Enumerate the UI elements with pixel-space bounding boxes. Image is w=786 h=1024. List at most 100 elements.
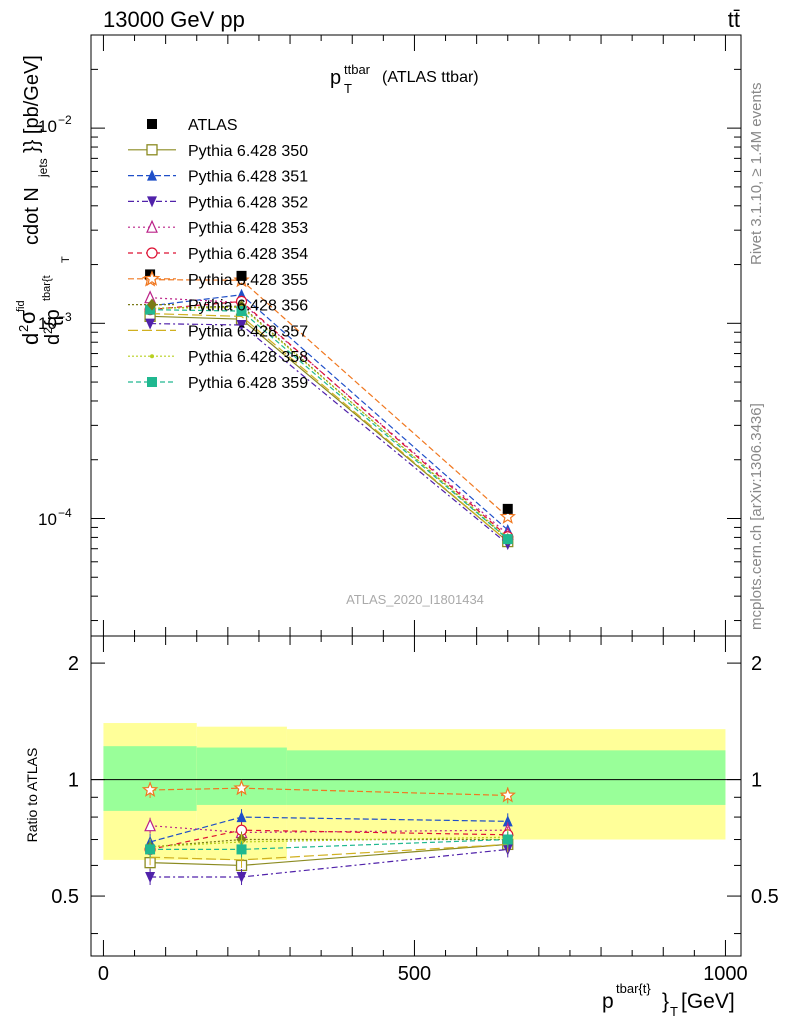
- marker-shape: [147, 377, 157, 387]
- ratio-ylabel: Ratio to ATLAS: [24, 748, 40, 843]
- marker-shape: [145, 304, 156, 315]
- x-tick-label: 0: [98, 963, 109, 985]
- legend-entry-atlas: ATLAS: [147, 117, 238, 134]
- legend-label: Pythia 6.428 359: [188, 375, 308, 392]
- ratio-tick-label-right: 0.5: [751, 886, 779, 908]
- legend-marker: [147, 377, 157, 387]
- main-line-355: [150, 279, 509, 518]
- main-panel-frame: [90, 34, 742, 956]
- legend-label: Pythia 6.428 354: [188, 246, 308, 263]
- ratio-series-lines: [141, 779, 516, 886]
- ratio-tick-label-left: 2: [68, 653, 79, 675]
- marker-shape: [236, 811, 247, 823]
- marker-shape: [143, 270, 161, 286]
- marker-shape: [145, 844, 156, 855]
- marker-shape: [502, 815, 513, 827]
- ratio-point: [145, 844, 156, 855]
- main-point: [145, 318, 156, 330]
- marker-shape: [502, 834, 513, 845]
- xlabel-p: p: [602, 990, 614, 1013]
- ratio-point: [144, 818, 157, 832]
- tick-labels: 0.5 0.5 1 1 2 2 0 500 1000: [51, 653, 779, 985]
- mcplots-label: mcplots.cern.ch [arXiv:1306.3436]: [748, 403, 765, 630]
- legend-label: ATLAS: [188, 117, 238, 134]
- main-point: [236, 306, 247, 317]
- main-point: [502, 534, 513, 545]
- marker-shape: [236, 872, 247, 884]
- title-sup: ttbar: [344, 62, 371, 77]
- legend-marker: [147, 119, 157, 129]
- legend-marker: [150, 354, 154, 359]
- legend-entry-357: Pythia 6.428 357: [128, 323, 308, 340]
- legend-label: Pythia 6.428 351: [188, 169, 308, 186]
- ytick-exp: −2: [58, 113, 72, 127]
- legend-label: Pythia 6.428 356: [188, 298, 308, 315]
- ratio-point: [236, 844, 247, 855]
- ratio-point: [236, 872, 247, 884]
- energy-label: 13000 GeV pp: [103, 7, 245, 32]
- marker-shape: [147, 196, 157, 208]
- legend-entry-351: Pythia 6.428 351: [128, 169, 308, 186]
- main-ytick-1e-2: 10 −2: [38, 113, 72, 136]
- xlabel-T: T: [670, 1004, 678, 1019]
- marker-shape: [502, 503, 513, 514]
- legend-marker: [143, 270, 161, 286]
- main-line-358: [150, 306, 509, 539]
- x-tick-label: 1000: [703, 963, 748, 985]
- band-inner-bin: [196, 747, 287, 805]
- legend-label: Pythia 6.428 353: [188, 220, 308, 237]
- xlabel-brace: }: [662, 990, 669, 1013]
- ratio-point: [233, 779, 250, 796]
- ratio-tick-label-left: 1: [68, 770, 79, 792]
- legend-entry-350: Pythia 6.428 350: [128, 143, 308, 160]
- process-label: tt̄: [728, 7, 740, 32]
- legend: ATLAS Pythia 6.428 350 Pythia 6.428 351 Pyt…: [128, 117, 308, 392]
- ylabel-tbar: tbar{t: [41, 275, 53, 301]
- marker-shape: [499, 786, 516, 803]
- ratio-point: [145, 872, 156, 884]
- atlas-point: [236, 270, 247, 281]
- main-ylabel: d 2 σ fid d 2 {p tbar{t T cdot N jets }}…: [15, 55, 72, 345]
- ylabel-exp-2b: 2: [41, 327, 55, 334]
- ratio-point: [502, 815, 513, 827]
- title-sub: T: [344, 81, 352, 96]
- ratio-tick-label-right: 2: [751, 653, 762, 675]
- marker-shape: [146, 144, 158, 156]
- legend-label: Pythia 6.428 357: [188, 323, 308, 340]
- ylabel-pt: {p: [42, 309, 64, 327]
- marker-shape: [150, 354, 154, 359]
- legend-label: Pythia 6.428 352: [188, 194, 308, 211]
- title-main: p: [330, 67, 341, 89]
- marker-shape: [146, 219, 158, 233]
- legend-label: Pythia 6.428 350: [188, 143, 308, 160]
- ytick-exp: −3: [58, 310, 72, 324]
- xlabel-sup: tbar{t}: [616, 981, 651, 996]
- ytick-base: 10: [38, 510, 57, 529]
- legend-entry-359: Pythia 6.428 359: [128, 375, 308, 392]
- ratio-line-352: [150, 848, 508, 878]
- marker-shape: [236, 306, 247, 317]
- marker-shape: [233, 779, 250, 796]
- legend-entry-352: Pythia 6.428 352: [128, 194, 308, 211]
- title-rest: (ATLAS ttbar): [382, 69, 479, 86]
- main-line-357: [150, 312, 509, 543]
- ylabel-jets: jets: [36, 158, 50, 178]
- main-point: [499, 508, 516, 524]
- ylabel-sigma: σ: [15, 310, 40, 324]
- ylabel-cdot: cdot N: [21, 187, 43, 245]
- marker-shape: [141, 781, 159, 797]
- ylabel-d: d: [18, 333, 43, 345]
- marker-shape: [236, 844, 247, 855]
- legend-entry-354: Pythia 6.428 354: [128, 246, 308, 263]
- xlabel-unit: [GeV]: [681, 990, 735, 1013]
- marker-shape: [147, 119, 157, 129]
- legend-marker: [146, 219, 158, 233]
- atlas-point: [502, 503, 513, 514]
- ratio-line-356: [150, 838, 508, 848]
- ytick-base: 10: [38, 314, 57, 333]
- main-ytick-1e-4: 10 −4: [38, 506, 72, 529]
- ratio-point: [141, 781, 159, 797]
- x-tick-label: 500: [398, 963, 431, 985]
- reference-points: [145, 269, 513, 514]
